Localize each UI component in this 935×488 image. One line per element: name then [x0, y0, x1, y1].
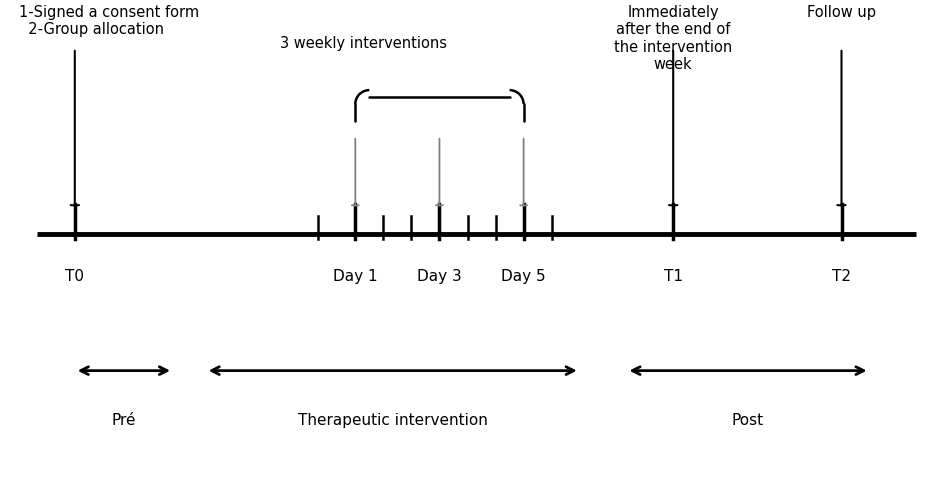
- Text: Therapeutic intervention: Therapeutic intervention: [297, 412, 488, 427]
- Text: Pré: Pré: [111, 412, 136, 427]
- Text: Follow up: Follow up: [807, 5, 876, 20]
- Text: T2: T2: [832, 268, 851, 284]
- Text: Day 1: Day 1: [333, 268, 378, 284]
- Text: T1: T1: [664, 268, 683, 284]
- Text: 1-Signed a consent form
  2-Group allocation: 1-Signed a consent form 2-Group allocati…: [19, 5, 199, 37]
- Text: Immediately
after the end of
the intervention
week: Immediately after the end of the interve…: [614, 5, 732, 72]
- Text: Day 5: Day 5: [501, 268, 546, 284]
- Text: T0: T0: [65, 268, 84, 284]
- Text: 3 weekly interventions: 3 weekly interventions: [280, 36, 448, 51]
- Text: Post: Post: [732, 412, 764, 427]
- Text: Day 3: Day 3: [417, 268, 462, 284]
